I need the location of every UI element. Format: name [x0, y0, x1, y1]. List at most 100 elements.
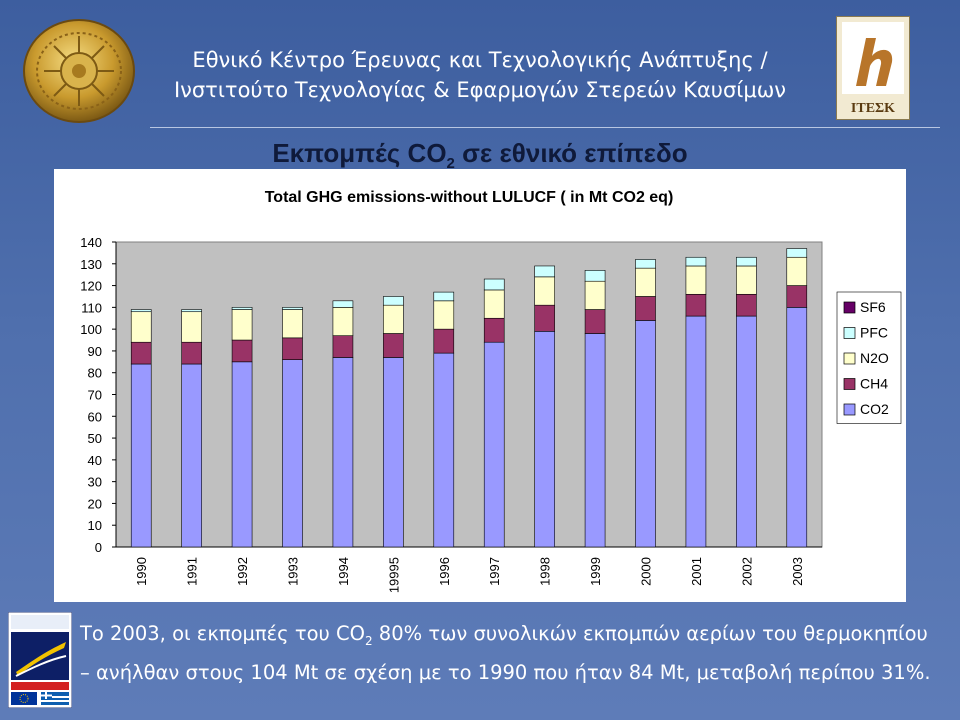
x-tick-label: 1994 [336, 557, 351, 586]
y-tick-label: 130 [80, 257, 102, 272]
bar-pfc-2001 [685, 256, 707, 267]
x-tick-label: 1993 [286, 557, 301, 586]
legend-swatch-pfc [843, 327, 856, 339]
bar-ch4-2003 [786, 285, 808, 308]
chart-panel: Total GHG emissions-without LULUCF ( in … [54, 169, 906, 602]
legend-swatch-ch4 [843, 378, 856, 390]
bar-pfc-2000 [635, 259, 656, 269]
bar-co2-1991 [181, 363, 202, 548]
bar-co2-2000 [635, 320, 656, 548]
bar-co2-1997 [483, 341, 505, 548]
ghg-emissions-chart: Total GHG emissions-without LULUCF ( in … [80, 189, 902, 593]
bar-n2o-1994 [332, 307, 354, 336]
bar-co2-1996 [433, 352, 455, 548]
x-tick-label: 2000 [639, 557, 654, 586]
legend-label-co2: CO2 [860, 401, 889, 417]
legend-label-n2o: N2O [860, 350, 889, 366]
bar-pfc-1992 [231, 307, 253, 310]
bar-n2o-1998 [534, 276, 555, 306]
bar-ch4-2002 [736, 293, 757, 317]
itesk-logo: ΙΤΕΣΚ [836, 16, 910, 120]
y-tick-label: 0 [95, 540, 102, 555]
slide-title: Εκπομπές CO2 σε εθνικό επίπεδο [272, 138, 688, 173]
institute-name-line1: Εθνικό Κέντρο Έρευνας και Τεχνολογικής Α… [192, 48, 768, 72]
bar-n2o-2000 [635, 267, 656, 297]
y-tick-label: 140 [80, 235, 102, 250]
x-tick-label: 1998 [538, 557, 553, 586]
header-divider [150, 127, 940, 128]
bar-n2o-1999 [584, 280, 606, 310]
y-tick-label: 30 [88, 475, 102, 490]
bar-n2o-2002 [736, 265, 757, 295]
x-tick-label: 2003 [790, 557, 805, 586]
bar-n2o-1992 [231, 309, 253, 341]
bar-pfc-1990 [130, 309, 152, 313]
bar-ch4-1993 [282, 337, 303, 360]
bar-pfc-1996 [433, 291, 455, 302]
bar-pfc-1998 [534, 265, 555, 278]
y-tick-label: 100 [80, 322, 102, 337]
x-tick-label: 2002 [739, 557, 754, 586]
bar-pfc-2002 [736, 256, 757, 267]
bar-co2-2003 [786, 307, 808, 548]
y-tick-label: 60 [88, 409, 102, 424]
x-tick-label: 1997 [487, 557, 502, 586]
bar-pfc-1997 [483, 278, 505, 291]
x-tick-label: 2001 [689, 557, 704, 586]
x-tick-label: 1999 [588, 557, 603, 586]
bar-pfc-1993 [282, 307, 303, 310]
bar-ch4-1996 [433, 328, 455, 354]
bar-co2-1993 [282, 359, 303, 548]
chart-title: Total GHG emissions-without LULUCF ( in … [265, 189, 674, 206]
bar-ch4-1997 [483, 317, 505, 343]
bar-co2-19995 [383, 357, 404, 548]
bar-n2o-1996 [433, 300, 455, 330]
plot-background [115, 241, 823, 548]
bar-pfc-2003 [786, 248, 808, 258]
bar-ch4-2000 [635, 296, 656, 321]
legend-swatch-sf6 [843, 301, 856, 314]
bar-pfc-1991 [181, 309, 202, 313]
bar-ch4-1992 [231, 339, 253, 363]
bar-co2-2001 [685, 315, 707, 548]
bar-co2-1990 [130, 363, 152, 548]
bar-n2o-2001 [685, 265, 707, 295]
plot-area: 0 10 20 30 40 50 60 70 80 90 100 110 120 130 140 1990 19… [80, 235, 823, 593]
bar-co2-1999 [584, 333, 606, 548]
y-tick-label: 20 [88, 496, 102, 511]
x-tick-label: 1992 [235, 557, 250, 586]
institute-name-line2: Ινστιτούτο Τεχνολογίας & Εφαρμογών Στερε… [173, 78, 787, 102]
y-tick-label: 110 [81, 300, 102, 315]
legend: SF6 PFC N2O CH4 CO2 [836, 291, 902, 424]
legend-swatch-co2 [843, 403, 856, 416]
legend-label-pfc: PFC [860, 325, 888, 341]
y-tick-label: 10 [88, 518, 102, 533]
bar-n2o-1991 [181, 311, 202, 343]
bar-co2-2002 [736, 315, 757, 548]
bar-co2-1994 [332, 357, 354, 548]
y-tick-label: 120 [80, 279, 102, 294]
y-tick-label: 70 [88, 388, 102, 403]
x-tick-label: 1990 [134, 557, 149, 586]
bar-n2o-19995 [383, 304, 404, 334]
bar-pfc-1994 [332, 300, 354, 308]
summary-text: Το 2003, οι εκπομπές του CO2 80% των συν… [80, 622, 931, 684]
legend-swatch-n2o [843, 352, 856, 365]
y-tick-label: 80 [88, 366, 102, 381]
bar-ch4-1991 [181, 341, 202, 365]
legend-label-ch4: CH4 [860, 376, 888, 392]
x-tick-label: 1991 [185, 557, 200, 586]
bar-pfc-19995 [383, 296, 404, 306]
bar-ch4-2001 [685, 293, 707, 317]
bar-ch4-19995 [383, 333, 404, 358]
bar-ch4-1994 [332, 335, 354, 358]
bar-co2-1998 [534, 331, 555, 548]
y-tick-label: 50 [88, 431, 102, 446]
bar-ch4-1999 [584, 309, 606, 334]
bar-n2o-1997 [483, 289, 505, 319]
y-tick-label: 90 [88, 344, 102, 359]
gold-medallion-logo [23, 19, 135, 123]
bar-n2o-2003 [786, 256, 808, 286]
legend-label-sf6: SF6 [860, 299, 886, 315]
bar-ch4-1998 [534, 304, 555, 332]
